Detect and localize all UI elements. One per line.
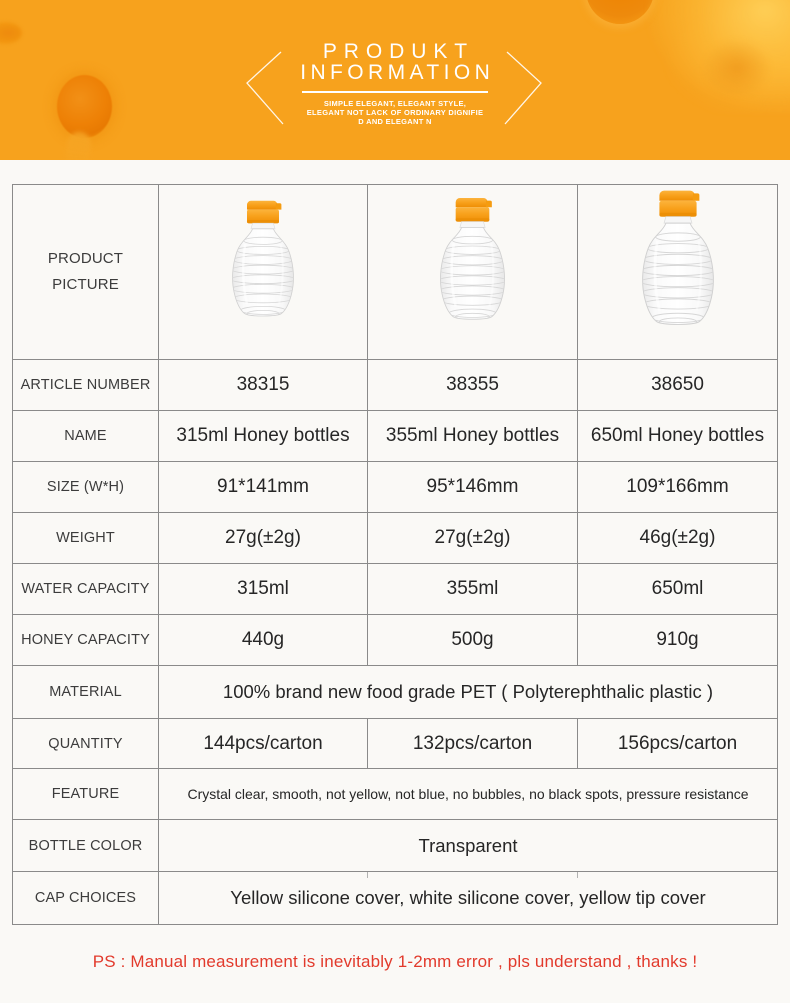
size-315: 91*141mm — [158, 461, 368, 513]
cap-choices-value: Yellow silicone cover, white silicone co… — [158, 871, 778, 925]
water-capacity-355: 355ml — [367, 563, 578, 615]
bottle-color-value: Transparent — [158, 819, 778, 872]
spec-label-name: NAME — [12, 410, 159, 462]
product-picture-label-line2: PICTURE — [52, 276, 119, 293]
spec-label-bottle-color: BOTTLE COLOR — [12, 819, 159, 872]
page-title-line1: PRODUKT — [322, 40, 475, 63]
border-stub-artifact — [577, 872, 578, 878]
table-row-size: SIZE (W*H) 91*141mm 95*146mm 109*166mm — [12, 461, 778, 513]
product-photo-cell-315ml — [158, 184, 368, 360]
name-355: 355ml Honey bottles — [367, 410, 578, 462]
product-picture-label-line1: PRODUCT — [47, 250, 124, 267]
name-315: 315ml Honey bottles — [158, 410, 368, 462]
weight-315: 27g(±2g) — [158, 512, 368, 564]
spec-label-weight: WEIGHT — [12, 512, 159, 564]
page-title-line2: INFORMATION — [300, 61, 495, 84]
right-chevron-icon — [503, 49, 545, 127]
honey-capacity-355: 500g — [367, 614, 578, 666]
title-divider — [302, 91, 488, 93]
spec-label-honey-capacity: HONEY CAPACITY — [12, 614, 159, 666]
honey-bottle-650ml-image — [622, 185, 734, 343]
weight-355: 27g(±2g) — [367, 512, 578, 564]
honey-capacity-650: 910g — [577, 614, 778, 666]
spec-label-cap-choices: CAP CHOICES — [12, 871, 159, 925]
spec-label-feature: FEATURE — [12, 768, 159, 820]
hero-banner: PRODUKT INFORMATION SIMPLE ELEGANT, ELEG… — [0, 0, 790, 160]
hero-subtitle-line1: SIMPLE ELEGANT, ELEGANT STYLE, — [323, 99, 467, 108]
table-row-weight: WEIGHT 27g(±2g) 27g(±2g) 46g(±2g) — [12, 512, 778, 564]
table-row-cap-choices: CAP CHOICES Yellow silicone cover, white… — [12, 871, 778, 925]
material-value: 100% brand new food grade PET ( Polytere… — [158, 665, 778, 719]
orange-circle-decoration — [586, 0, 654, 24]
cap-choices-text: Yellow silicone cover, white silicone co… — [230, 887, 706, 908]
spec-label-quantity: QUANTITY — [12, 718, 159, 769]
article-number-315: 38315 — [158, 359, 368, 411]
spec-label-water-capacity: WATER CAPACITY — [12, 563, 159, 615]
table-row-material: MATERIAL 100% brand new food grade PET (… — [12, 665, 778, 719]
product-spec-table: PRODUCT PICTURE ARTICLE NUMBER 38315 383… — [12, 184, 778, 925]
spec-label-article-number: ARTICLE NUMBER — [12, 359, 159, 411]
left-chevron-icon — [243, 49, 285, 127]
hero-subtitle-line2: ELEGANT NOT LACK OF ORDINARY DIGNIFIE — [306, 108, 484, 117]
table-row-water-capacity: WATER CAPACITY 315ml 355ml 650ml — [12, 563, 778, 615]
water-capacity-315: 315ml — [158, 563, 368, 615]
honey-dipper-handle-decoration — [63, 130, 93, 160]
quantity-315: 144pcs/carton — [158, 718, 368, 769]
honey-bottle-315ml-image — [215, 196, 311, 332]
weight-650: 46g(±2g) — [577, 512, 778, 564]
border-stub-artifact — [367, 872, 368, 878]
article-number-355: 38355 — [367, 359, 578, 411]
water-capacity-650: 650ml — [577, 563, 778, 615]
table-row-product-picture: PRODUCT PICTURE — [12, 184, 778, 360]
table-row-quantity: QUANTITY 144pcs/carton 132pcs/carton 156… — [12, 718, 778, 769]
honey-capacity-315: 440g — [158, 614, 368, 666]
name-650: 650ml Honey bottles — [577, 410, 778, 462]
table-row-honey-capacity: HONEY CAPACITY 440g 500g 910g — [12, 614, 778, 666]
hero-subtitle-line3: D AND ELEGANT N — [358, 117, 432, 126]
article-number-650: 38650 — [577, 359, 778, 411]
quantity-650: 156pcs/carton — [577, 718, 778, 769]
measurement-disclaimer: PS : Manual measurement is inevitably 1-… — [92, 952, 698, 971]
table-row-article-number: ARTICLE NUMBER 38315 38355 38650 — [12, 359, 778, 411]
table-row-bottle-color: BOTTLE COLOR Transparent — [12, 819, 778, 872]
feature-value: Crystal clear, smooth, not yellow, not b… — [158, 768, 778, 820]
spec-label-product-picture: PRODUCT PICTURE — [12, 184, 159, 360]
spec-label-material: MATERIAL — [12, 665, 159, 719]
honey-bottle-355ml-image — [422, 193, 523, 336]
product-photo-cell-355ml — [367, 184, 578, 360]
table-row-name: NAME 315ml Honey bottles 355ml Honey bot… — [12, 410, 778, 462]
quantity-355: 132pcs/carton — [367, 718, 578, 769]
spec-label-size: SIZE (W*H) — [12, 461, 159, 513]
size-650: 109*166mm — [577, 461, 778, 513]
table-row-feature: FEATURE Crystal clear, smooth, not yello… — [12, 768, 778, 820]
hero-title-block: PRODUKT INFORMATION SIMPLE ELEGANT, ELEG… — [0, 41, 790, 126]
product-photo-cell-650ml — [577, 184, 778, 360]
size-355: 95*146mm — [367, 461, 578, 513]
